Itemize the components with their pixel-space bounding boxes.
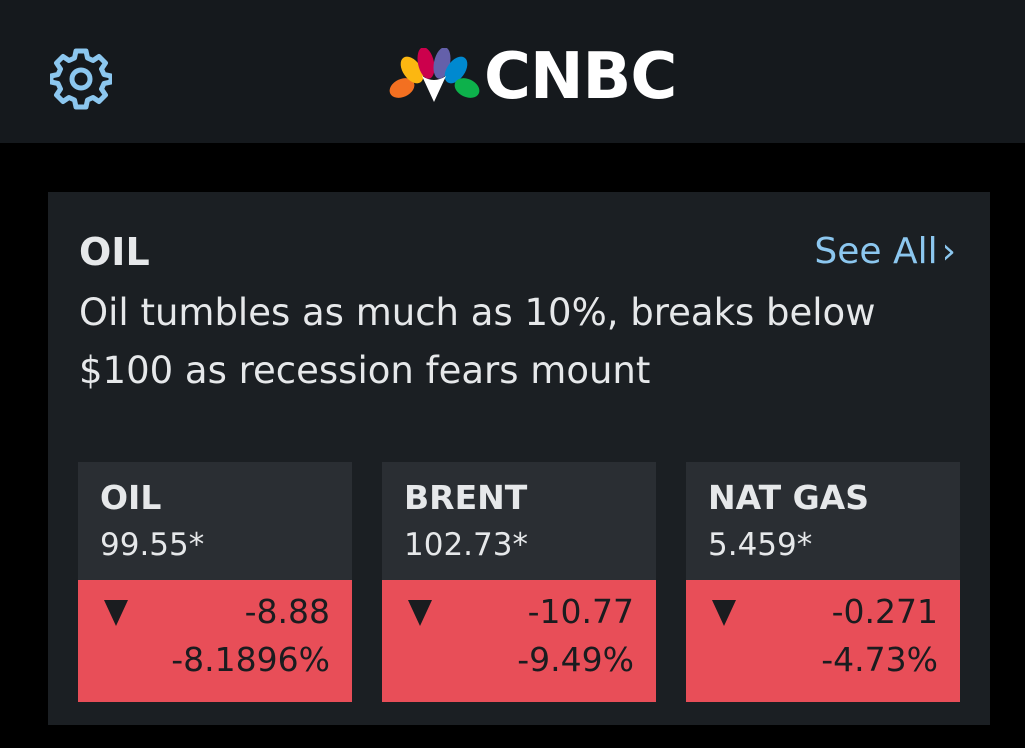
quote-change: -10.77 bbox=[527, 592, 634, 631]
nbc-peacock-icon bbox=[389, 48, 480, 102]
quote-change-panel: -8.88 -8.1896% bbox=[78, 580, 352, 702]
quote-symbol: NAT GAS bbox=[708, 478, 869, 517]
logo-wordmark: CNBC bbox=[484, 40, 677, 114]
quote-change-panel: -10.77 -9.49% bbox=[382, 580, 656, 702]
quote-tile-oil[interactable]: OIL 99.55* -8.88 -8.1896% bbox=[78, 462, 352, 702]
triangle-down-icon bbox=[408, 600, 432, 626]
quote-symbol: BRENT bbox=[404, 478, 528, 517]
quote-header: NAT GAS 5.459* bbox=[686, 462, 960, 580]
quote-tile-nat-gas[interactable]: NAT GAS 5.459* -0.271 -4.73% bbox=[686, 462, 960, 702]
card-title: OIL bbox=[79, 230, 150, 274]
oil-news-card: OIL See All › Oil tumbles as much as 10%,… bbox=[48, 192, 990, 725]
quote-header: BRENT 102.73* bbox=[382, 462, 656, 580]
see-all-link[interactable]: See All › bbox=[814, 230, 956, 274]
quote-change-panel: -0.271 -4.73% bbox=[686, 580, 960, 702]
quote-percent: -8.1896% bbox=[171, 640, 330, 679]
quote-change: -0.271 bbox=[831, 592, 938, 631]
quote-tile-brent[interactable]: BRENT 102.73* -10.77 -9.49% bbox=[382, 462, 656, 702]
triangle-down-icon bbox=[712, 600, 736, 626]
app-header: CNBC bbox=[0, 0, 1025, 143]
chevron-right-icon: › bbox=[941, 231, 956, 272]
quote-percent: -9.49% bbox=[517, 640, 634, 679]
quote-header: OIL 99.55* bbox=[78, 462, 352, 580]
triangle-down-icon bbox=[104, 600, 128, 626]
cnbc-logo: CNBC bbox=[388, 42, 783, 112]
see-all-label: See All bbox=[814, 231, 938, 272]
quote-price: 99.55* bbox=[100, 527, 205, 563]
quote-percent: -4.73% bbox=[821, 640, 938, 679]
gear-icon[interactable] bbox=[50, 48, 112, 110]
quote-price: 5.459* bbox=[708, 527, 813, 563]
quote-symbol: OIL bbox=[100, 478, 162, 517]
quote-change: -8.88 bbox=[244, 592, 330, 631]
quote-price: 102.73* bbox=[404, 527, 528, 563]
headline-link[interactable]: Oil tumbles as much as 10%, breaks below… bbox=[79, 291, 876, 392]
